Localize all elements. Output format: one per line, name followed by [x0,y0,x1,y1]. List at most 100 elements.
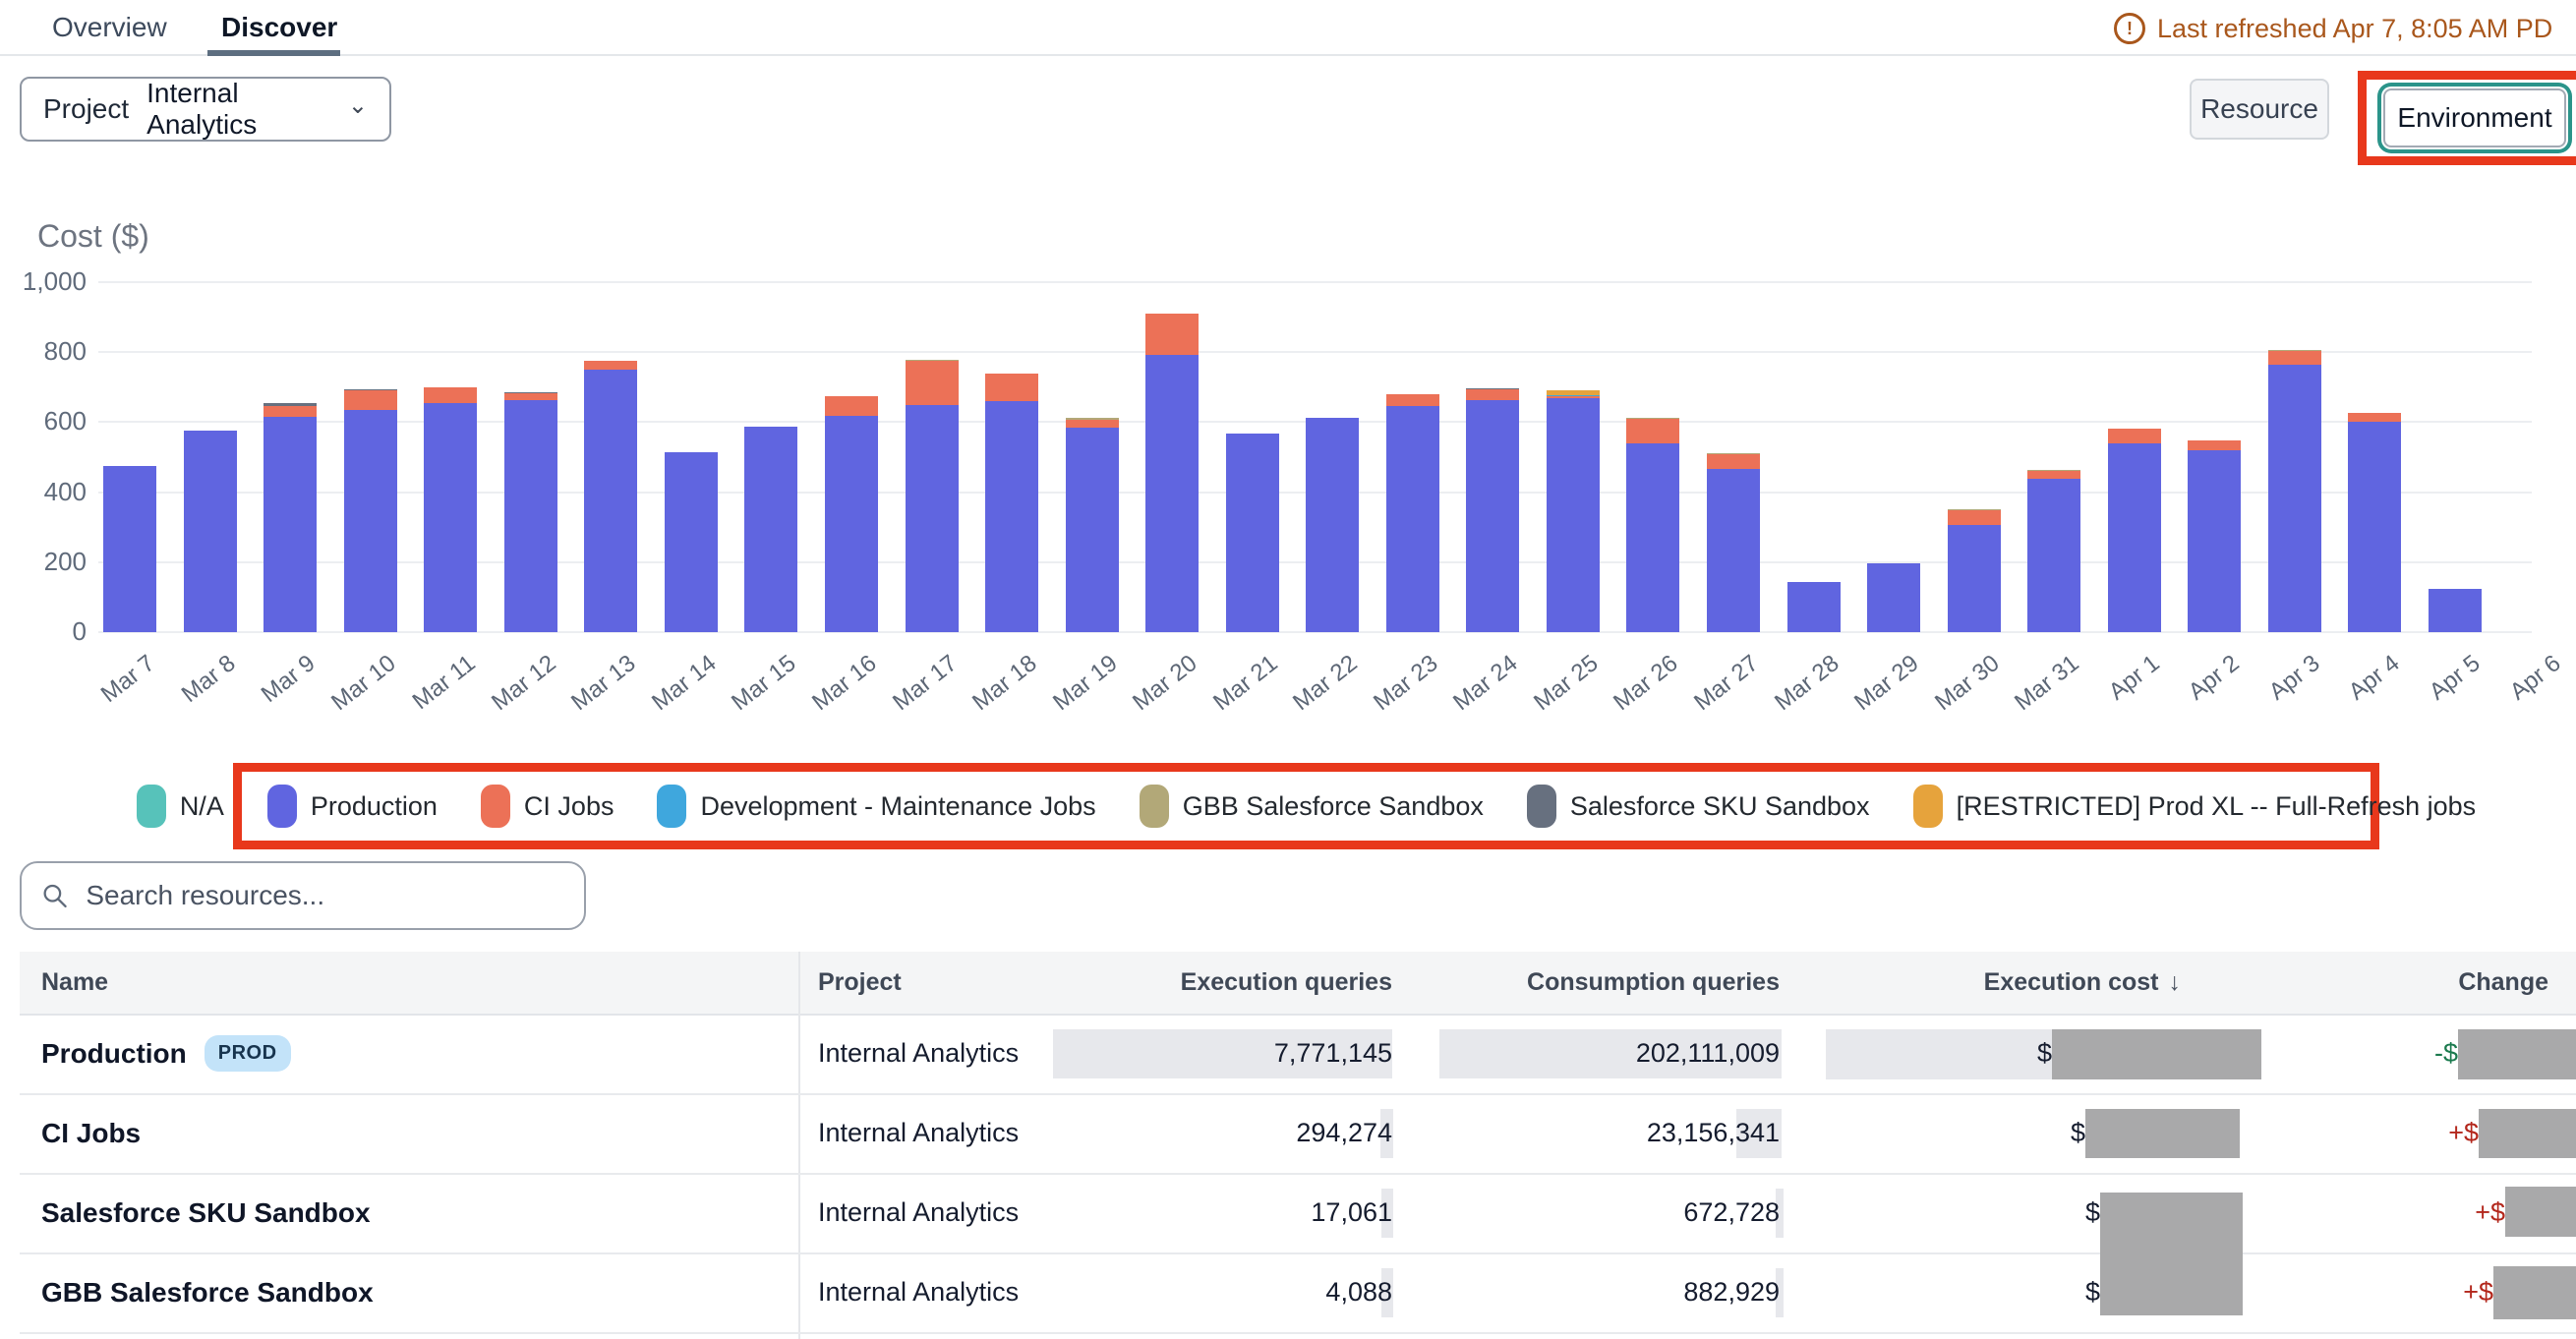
y-axis-tick-label: 0 [0,616,87,647]
bar-segment-mar-13[interactable] [584,361,637,370]
bar-segment-mar-9[interactable] [263,403,317,406]
bar-segment-mar-22[interactable] [1306,418,1359,632]
bar-segment-mar-26[interactable] [1626,419,1679,443]
bar-segment-mar-20[interactable] [1145,314,1199,355]
bar-segment-mar-12[interactable] [504,392,557,393]
legend-item--restricted-prod-xl-full-refresh-jobs[interactable]: [RESTRICTED] Prod XL -- Full-Refresh job… [1913,785,2477,828]
search-icon [41,881,68,910]
bar-segment-mar-20[interactable] [1145,355,1199,632]
bar-segment-mar-31[interactable] [2027,470,2080,471]
bar-segment-mar-31[interactable] [2027,479,2080,632]
bar-segment-mar-30[interactable] [1948,525,2001,632]
last-refreshed-status: ! Last refreshed Apr 7, 8:05 AM PD [2114,8,2576,49]
project-cell: Internal Analytics [818,1093,1019,1173]
bar-segment-mar-9[interactable] [263,406,317,417]
bar-segment-mar-11[interactable] [424,387,477,403]
bar-segment-mar-23[interactable] [1386,406,1439,632]
bar-segment-mar-19[interactable] [1066,428,1119,632]
bar-segment-mar-24[interactable] [1466,388,1519,389]
search-input[interactable] [84,879,564,912]
bar-segment-apr-2[interactable] [2188,450,2241,632]
col-header-name[interactable]: Name [41,952,108,1014]
bar-segment-mar-13[interactable] [584,370,637,632]
bar-segment-apr-3[interactable] [2268,351,2321,365]
resource-toggle-button[interactable]: Resource [2190,79,2329,140]
legend-swatch [137,785,166,828]
bar-segment-mar-10[interactable] [344,390,397,410]
legend-swatch [1140,785,1169,828]
bar-segment-mar-15[interactable] [744,427,797,632]
col-header-change[interactable]: Change [2458,952,2548,1014]
bar-segment-mar-7[interactable] [103,466,156,632]
warning-icon: ! [2114,13,2145,44]
bar-segment-mar-14[interactable] [665,452,718,632]
table-header: Name Project Execution queries Consumpti… [20,952,2576,1016]
cost-dashboard: Overview Discover ! Last refreshed Apr 7… [0,0,2576,1339]
legend-item-ci-jobs[interactable]: CI Jobs [481,785,615,828]
col-header-consumption-queries[interactable]: Consumption queries [1527,952,1780,1014]
bar-segment-mar-29[interactable] [1867,563,1920,632]
legend-item-development-maintenance-jobs[interactable]: Development - Maintenance Jobs [657,785,1095,828]
bar-segment-mar-8[interactable] [184,431,237,632]
legend-label: CI Jobs [524,791,615,822]
legend-item-n-a[interactable]: N/A [137,785,224,828]
bar-segment-mar-17[interactable] [906,360,959,361]
bar-segment-mar-9[interactable] [263,417,317,632]
legend-swatch [267,785,297,828]
bar-segment-mar-27[interactable] [1707,469,1760,632]
bar-segment-mar-24[interactable] [1466,389,1519,400]
bar-segment-apr-3[interactable] [2268,365,2321,632]
resource-name: CI Jobs [41,1093,141,1173]
col-header-execution-queries[interactable]: Execution queries [1181,952,1392,1014]
legend-item-production[interactable]: Production [267,785,438,828]
bar-segment-mar-25[interactable] [1547,398,1600,632]
bar-segment-mar-10[interactable] [344,389,397,390]
bar-segment-mar-30[interactable] [1948,509,2001,510]
bar-segment-mar-16[interactable] [825,396,878,416]
bar-segment-mar-24[interactable] [1466,400,1519,632]
bar-segment-apr-5[interactable] [2429,589,2482,632]
bar-segment-mar-31[interactable] [2027,471,2080,479]
legend-item-salesforce-sku-sandbox[interactable]: Salesforce SKU Sandbox [1527,785,1870,828]
bar-segment-mar-10[interactable] [344,410,397,632]
bar-segment-mar-17[interactable] [906,405,959,632]
bar-segment-mar-17[interactable] [906,361,959,405]
bar-segment-mar-25[interactable] [1547,395,1600,396]
bar-segment-apr-2[interactable] [2188,440,2241,450]
bar-segment-mar-30[interactable] [1948,510,2001,525]
bar-segment-mar-26[interactable] [1626,418,1679,419]
bar-segment-apr-1[interactable] [2108,443,2161,632]
bar-segment-mar-19[interactable] [1066,420,1119,429]
col-header-project[interactable]: Project [818,952,902,1014]
bar-segment-apr-3[interactable] [2268,350,2321,351]
bar-segment-mar-18[interactable] [985,401,1038,632]
legend-item-gbb-salesforce-sandbox[interactable]: GBB Salesforce Sandbox [1140,785,1484,828]
col-header-execution-cost[interactable]: Execution cost↓ [1984,952,2181,1014]
bar-segment-mar-27[interactable] [1707,453,1760,454]
bar-segment-mar-12[interactable] [504,393,557,400]
bar-segment-mar-23[interactable] [1386,394,1439,406]
bar-segment-mar-16[interactable] [825,416,878,632]
tab-discover[interactable]: Discover [221,12,337,43]
row-divider [20,1332,2576,1334]
project-filter-dropdown[interactable]: Project Internal Analytics ⌄ [20,77,391,142]
bar-segment-mar-19[interactable] [1066,418,1119,419]
bar-segment-apr-1[interactable] [2108,429,2161,443]
environment-toggle-button[interactable]: Environment [2383,88,2566,147]
bar-segment-mar-18[interactable] [985,374,1038,401]
gridline [98,281,2532,283]
bar-segment-apr-4[interactable] [2348,422,2401,632]
bar-segment-mar-12[interactable] [504,400,557,632]
bar-segment-mar-25[interactable] [1547,396,1600,398]
legend-swatch [1527,785,1556,828]
tab-overview[interactable]: Overview [52,12,167,43]
redacted-value [2100,1193,2243,1315]
bar-segment-apr-4[interactable] [2348,413,2401,422]
bar-segment-mar-26[interactable] [1626,443,1679,632]
bar-segment-mar-28[interactable] [1787,582,1841,632]
bar-segment-mar-11[interactable] [424,403,477,632]
bar-segment-mar-25[interactable] [1547,390,1600,395]
chart-legend: N/AProductionCI JobsDevelopment - Mainte… [242,772,2371,841]
bar-segment-mar-21[interactable] [1226,434,1279,632]
bar-segment-mar-27[interactable] [1707,454,1760,469]
